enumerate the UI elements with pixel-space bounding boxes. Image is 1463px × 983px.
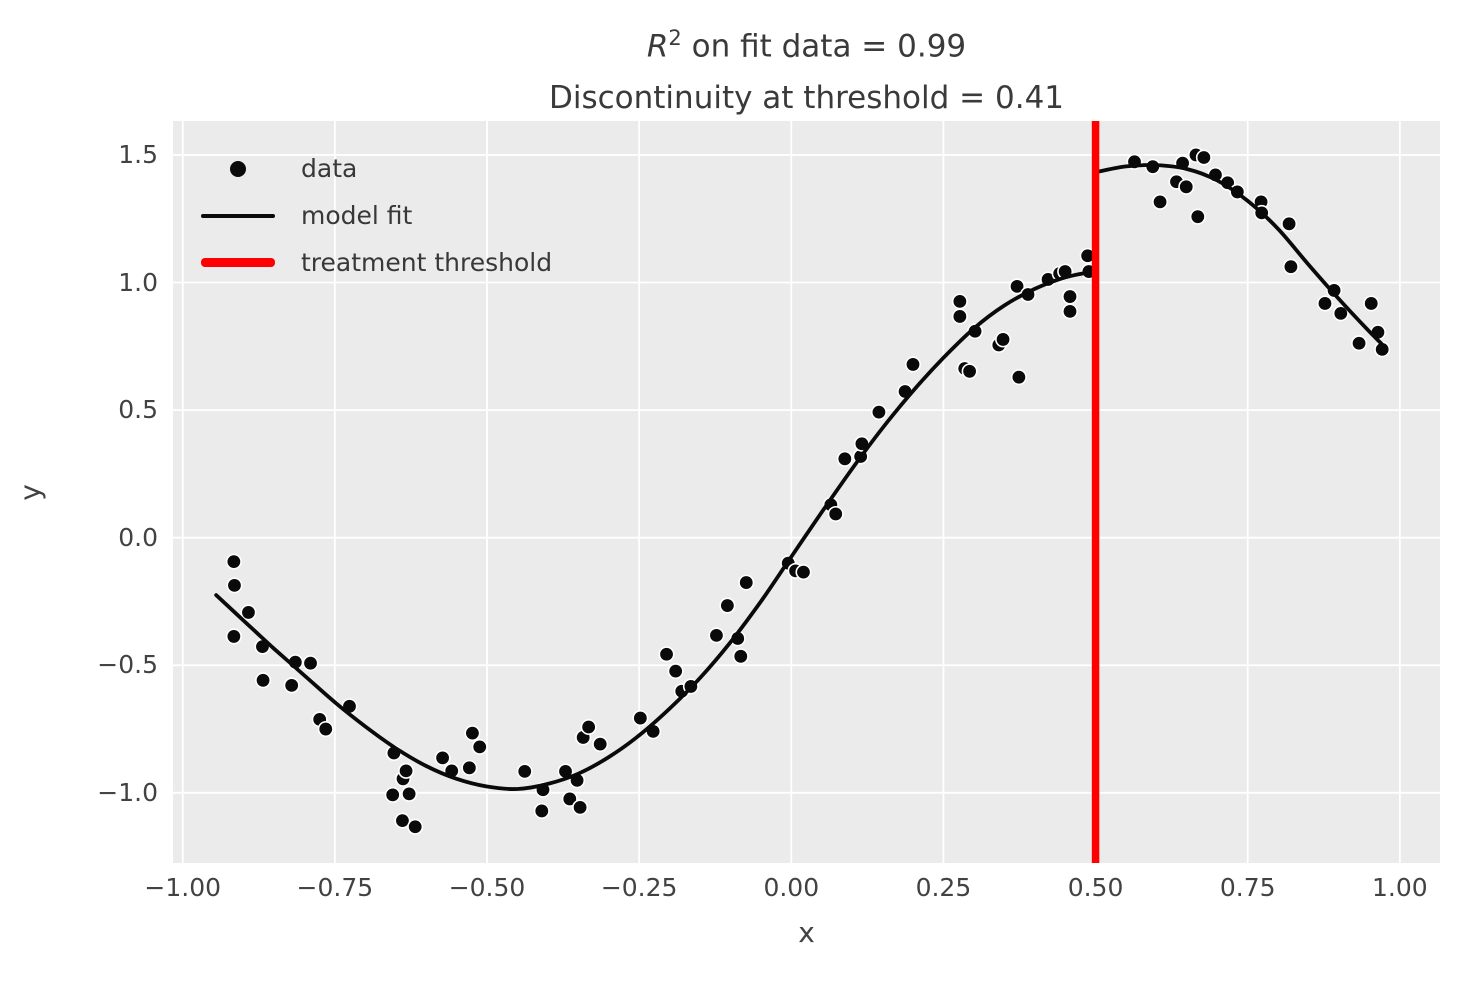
chart-svg bbox=[173, 121, 1440, 863]
chart-title-line1: R2 on fit data = 0.99 bbox=[173, 12, 1440, 72]
data-point bbox=[572, 799, 589, 816]
data-point bbox=[795, 564, 812, 581]
y-tick-label: −1.0 bbox=[97, 777, 158, 807]
data-point bbox=[1281, 215, 1298, 232]
data-point bbox=[667, 663, 684, 680]
data-point bbox=[561, 790, 578, 807]
chart-title: R2 on fit data = 0.99 Discontinuity at t… bbox=[173, 12, 1440, 124]
data-point bbox=[1152, 193, 1169, 210]
data-point bbox=[398, 762, 415, 779]
data-point bbox=[401, 785, 418, 802]
data-point bbox=[1195, 149, 1212, 166]
data-point bbox=[1332, 305, 1349, 322]
y-tick-label: −0.5 bbox=[97, 650, 158, 680]
legend: data model fit treatment threshold bbox=[201, 145, 552, 286]
data-point bbox=[225, 553, 242, 570]
x-tick-label: 1.00 bbox=[1371, 873, 1428, 902]
x-tick-label: −0.50 bbox=[448, 873, 526, 902]
data-point bbox=[1062, 288, 1079, 305]
legend-data-marker bbox=[201, 160, 275, 177]
data-point bbox=[1351, 335, 1368, 352]
chart-title-line2: Discontinuity at threshold = 0.41 bbox=[548, 80, 1065, 117]
model-fit-line bbox=[214, 269, 1098, 791]
legend-threshold-marker bbox=[201, 258, 275, 267]
data-point bbox=[1009, 278, 1026, 295]
data-point bbox=[870, 404, 887, 421]
data-point bbox=[1010, 369, 1027, 386]
y-tick-label: 1.5 bbox=[118, 139, 158, 169]
title-line1-text: on fit data = 0.99 bbox=[681, 28, 967, 65]
plot-area: data model fit treatment threshold bbox=[173, 121, 1440, 863]
data-point bbox=[1178, 178, 1195, 195]
data-point bbox=[827, 505, 844, 522]
y-tick-label: 0.5 bbox=[118, 395, 158, 425]
data-point bbox=[394, 812, 411, 829]
data-point bbox=[732, 648, 749, 665]
y-tick-label: 1.0 bbox=[118, 267, 158, 297]
data-point bbox=[632, 710, 649, 727]
data-point bbox=[1062, 303, 1079, 320]
data-point bbox=[302, 655, 319, 672]
data-point bbox=[461, 759, 478, 776]
data-point bbox=[951, 308, 968, 325]
data-point bbox=[836, 450, 853, 467]
x-tick-label: −0.25 bbox=[600, 873, 678, 902]
legend-model-fit-marker bbox=[201, 213, 275, 218]
data-point bbox=[592, 736, 609, 753]
data-point bbox=[255, 672, 272, 689]
legend-model-fit-label: model fit bbox=[301, 201, 413, 230]
legend-threshold-label: treatment threshold bbox=[301, 248, 553, 277]
title-r-exponent: 2 bbox=[668, 26, 682, 50]
data-point bbox=[719, 597, 736, 614]
data-point-icon bbox=[230, 160, 246, 177]
x-tick-label: 0.25 bbox=[915, 873, 972, 902]
data-point bbox=[904, 356, 921, 373]
x-tick-label: 0.50 bbox=[1067, 873, 1124, 902]
data-point bbox=[738, 574, 755, 591]
legend-item-data: data bbox=[201, 145, 552, 192]
data-point bbox=[516, 763, 533, 780]
y-axis-label: y bbox=[13, 484, 47, 501]
x-tick-label: 0.00 bbox=[763, 873, 820, 902]
legend-item-model-fit: model fit bbox=[201, 192, 552, 239]
data-point bbox=[580, 719, 597, 736]
data-point bbox=[951, 293, 968, 310]
data-point bbox=[225, 628, 242, 645]
data-point bbox=[434, 749, 451, 766]
data-point bbox=[1189, 208, 1206, 225]
x-tick-label: 0.75 bbox=[1219, 873, 1276, 902]
data-point bbox=[317, 721, 334, 738]
x-tick-label: −1.00 bbox=[144, 873, 222, 902]
data-point bbox=[384, 786, 401, 803]
data-point bbox=[658, 646, 675, 663]
data-point bbox=[961, 363, 978, 380]
title-r-symbol: R bbox=[646, 28, 669, 65]
data-point bbox=[283, 677, 300, 694]
x-tick-label: −0.75 bbox=[296, 873, 374, 902]
data-point bbox=[1316, 295, 1333, 312]
data-point bbox=[407, 818, 424, 835]
data-point bbox=[1363, 295, 1380, 312]
data-point bbox=[464, 725, 481, 742]
model-fit-line bbox=[1096, 163, 1384, 346]
data-point bbox=[471, 738, 488, 755]
data-point bbox=[995, 331, 1012, 348]
data-point bbox=[533, 802, 550, 819]
data-point bbox=[1282, 258, 1299, 275]
legend-data-label: data bbox=[301, 154, 358, 183]
x-axis-label: x bbox=[798, 916, 815, 949]
y-tick-label: 0.0 bbox=[118, 522, 158, 552]
data-point bbox=[708, 627, 725, 644]
threshold-line-icon bbox=[201, 258, 275, 267]
legend-item-threshold: treatment threshold bbox=[201, 239, 552, 286]
line-sample-icon bbox=[201, 213, 275, 218]
data-point bbox=[226, 577, 243, 594]
data-point bbox=[240, 604, 257, 621]
